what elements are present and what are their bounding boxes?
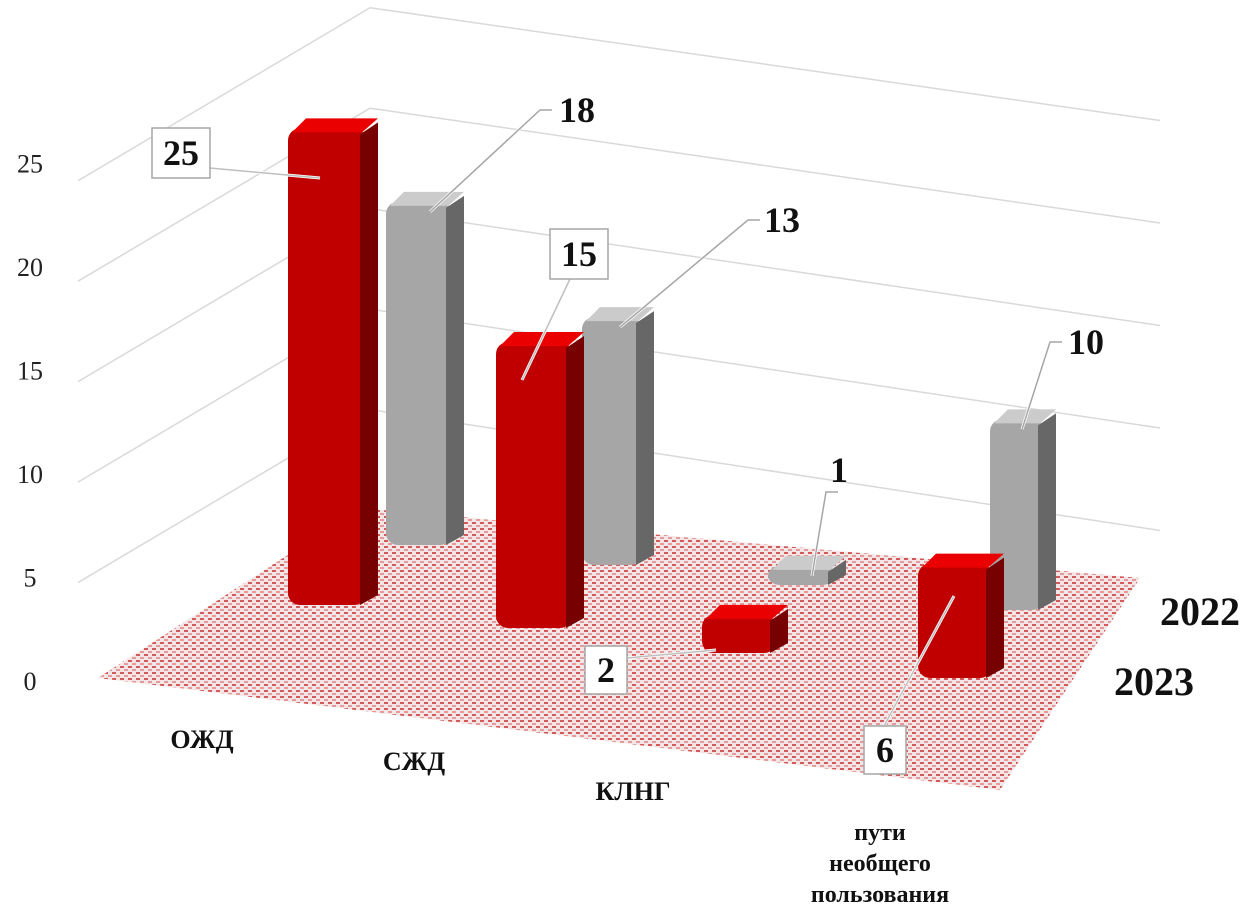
- data-label-box: [863, 725, 907, 775]
- bar-2022-top: [390, 191, 464, 206]
- data-label-2022: 1: [830, 450, 848, 490]
- data-label-box: [151, 127, 211, 179]
- bar-2022-top: [772, 555, 846, 570]
- bar-2023: [496, 332, 584, 628]
- leader-line: [209, 167, 321, 179]
- bar-2023-front: [918, 563, 992, 678]
- data-label-2023: 2: [597, 650, 615, 690]
- gridline: [369, 7, 1161, 122]
- bar-2023-side: [770, 608, 788, 653]
- bar-2023-side: [360, 122, 378, 605]
- bar-2022-side: [1038, 413, 1056, 610]
- leader-line: [429, 109, 552, 213]
- leader-line: [619, 219, 760, 328]
- data-labels: 18 13 1 10 25 15 2 6: [151, 90, 1104, 775]
- data-label-2023: 15: [561, 234, 597, 274]
- y-tick-label: 25: [17, 150, 43, 179]
- data-label-2023: 6: [876, 730, 894, 770]
- bar-2022-front: [582, 317, 642, 565]
- y-tick-label: 20: [17, 253, 43, 282]
- bars-back-row: [386, 191, 1056, 610]
- leader-line: [883, 595, 955, 727]
- x-category-label: ОЖД: [170, 725, 233, 754]
- bar-2023-side: [986, 557, 1004, 678]
- bar-2023-top: [922, 553, 1004, 568]
- bar-2022: [582, 307, 654, 565]
- bar-2023: [702, 604, 788, 653]
- bar-2022-side: [828, 559, 846, 585]
- series-name-2022: 2022: [1160, 589, 1240, 634]
- gridline: [369, 207, 1161, 327]
- bar-2022: [386, 191, 464, 545]
- bar-2022-side: [636, 311, 654, 565]
- data-label-box: [549, 228, 609, 280]
- y-tick-label: 15: [17, 357, 43, 386]
- bar-2023-top: [292, 118, 378, 133]
- bar-2023-top: [706, 604, 788, 619]
- series-name-2023: 2023: [1114, 659, 1194, 704]
- y-tick-label: 0: [24, 667, 37, 696]
- data-label-2023: 25: [163, 133, 199, 173]
- leader-line: [521, 278, 571, 381]
- bar-2022-side: [446, 195, 464, 545]
- leader-line: [811, 491, 838, 577]
- bar-2022-front: [386, 201, 452, 545]
- leader-line: [626, 649, 717, 659]
- bar-2023: [288, 118, 378, 605]
- leader-line: [619, 218, 760, 329]
- leader-line: [1021, 341, 1062, 430]
- data-label-2022: 13: [764, 200, 800, 240]
- bar-2023-front: [496, 342, 572, 628]
- y-axis-ticks: 0 5 10 15 20 25: [17, 150, 43, 697]
- bar-2022-front: [768, 565, 834, 585]
- bar-2022-top: [586, 307, 654, 322]
- gridline: [369, 107, 1161, 224]
- bar-2023-front: [702, 614, 776, 653]
- x-category-label: пути необщего пользования: [811, 820, 949, 908]
- bar-2022: [768, 555, 846, 585]
- y-tick-label: 5: [24, 564, 37, 593]
- data-label-2022: 18: [559, 90, 595, 130]
- gridline: [77, 7, 371, 182]
- data-label-box: [584, 645, 628, 695]
- x-category-label: КЛНГ: [596, 777, 671, 806]
- bar-2023-side: [566, 336, 584, 628]
- data-label-2022: 10: [1068, 322, 1104, 362]
- bar-2023: [918, 553, 1004, 678]
- x-category-label: СЖД: [383, 747, 445, 776]
- bars-front-row: [288, 118, 1004, 678]
- y-tick-label: 10: [17, 460, 43, 489]
- bar-2023-front: [288, 128, 366, 605]
